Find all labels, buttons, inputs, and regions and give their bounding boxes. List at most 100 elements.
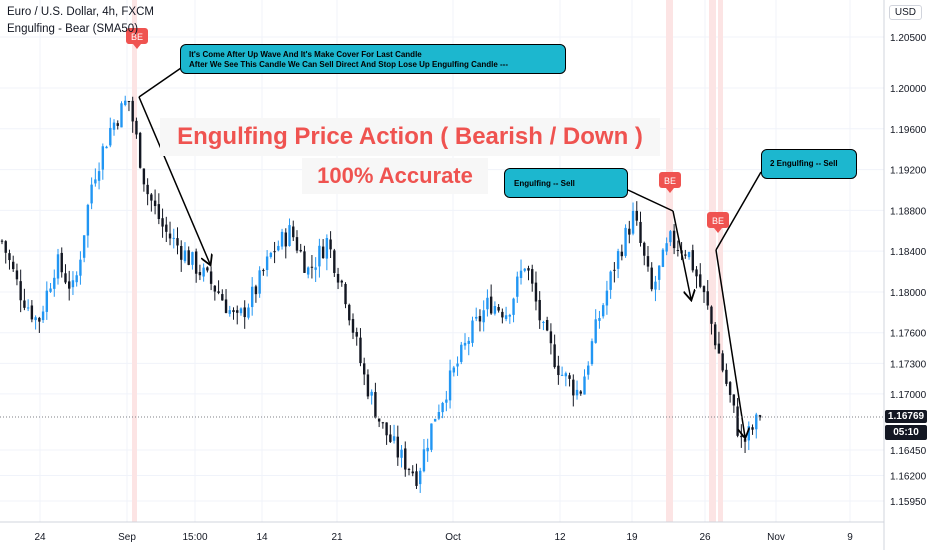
candle-body — [508, 314, 512, 317]
candle-body — [755, 414, 758, 430]
candle-body — [224, 299, 228, 313]
candle-body — [34, 317, 37, 321]
candle-body — [209, 271, 213, 284]
candle-body — [86, 204, 90, 236]
currency-button[interactable]: USD — [888, 5, 922, 20]
candle-body — [437, 412, 441, 419]
candle-body — [531, 269, 534, 284]
headline-annotation: Engulfing Price Action ( Bearish / Down … — [160, 118, 660, 156]
candle-body — [64, 273, 67, 283]
time-tick-label: 14 — [256, 532, 268, 543]
candle-body — [575, 389, 579, 396]
candle-body — [370, 391, 373, 396]
candle-body — [527, 268, 530, 271]
candle-body — [172, 237, 175, 239]
signal-highlight-band — [718, 0, 723, 522]
candle-body — [717, 343, 721, 354]
candle-body — [153, 200, 157, 207]
candle-body — [355, 332, 358, 337]
candle-body — [82, 235, 86, 258]
candle-body — [751, 427, 754, 430]
candle-body — [534, 282, 538, 302]
candle-body — [661, 249, 665, 267]
last-price-tag: 1.16769 — [885, 410, 927, 423]
candle-body — [725, 369, 728, 384]
signal-highlight-band — [709, 0, 716, 522]
time-tick-label: 21 — [331, 532, 343, 543]
signal-highlight-band — [666, 0, 673, 522]
candle-body — [273, 251, 276, 253]
signal-marker-label: BE — [131, 32, 143, 42]
candle-body — [187, 250, 190, 265]
candle-body — [180, 246, 183, 260]
time-tick-label: 24 — [34, 532, 46, 543]
candle-body — [269, 252, 273, 257]
candle-body — [605, 290, 609, 306]
candle-body — [598, 318, 601, 321]
candle-body — [68, 281, 71, 289]
candle-body — [138, 132, 142, 168]
candle-body — [396, 436, 400, 458]
candle-body — [202, 267, 205, 277]
candle-body — [333, 250, 336, 273]
time-tick-label: 26 — [699, 532, 711, 543]
candle-body — [538, 299, 541, 321]
candle-body — [366, 374, 370, 397]
candle-body — [124, 100, 127, 105]
candle-body — [740, 435, 743, 438]
candle-body — [702, 286, 706, 293]
symbol-title: Euro / U.S. Dollar, 4h, FXCM — [7, 6, 154, 18]
callout-explanation-line1: It's Come After Up Wave And It's Make Co… — [189, 50, 422, 59]
candle-body — [56, 254, 60, 279]
price-axis: 1.20500 1.20000 1.19600 1.19200 1.18800 1.184… — [890, 33, 927, 508]
candle-body — [646, 256, 650, 267]
candle-body — [318, 245, 321, 267]
candle-body — [672, 230, 676, 249]
candle-body — [628, 228, 631, 235]
candle-body — [101, 146, 105, 170]
candle-body — [385, 422, 388, 436]
candle-body — [579, 391, 582, 394]
candle-body — [713, 324, 717, 346]
candle-body — [306, 267, 310, 275]
candle-body — [303, 251, 306, 273]
candle-body — [254, 286, 258, 295]
candle-body — [161, 218, 164, 227]
annotation-arrow — [672, 210, 691, 299]
price-tick-label: 1.16200 — [890, 472, 927, 483]
candle-body — [15, 270, 19, 280]
signal-markers: BE BE BE — [126, 28, 729, 233]
chart-grid — [0, 0, 884, 522]
price-tick-label: 1.18400 — [890, 247, 927, 258]
candle-body — [732, 394, 736, 406]
candle-body — [262, 270, 265, 272]
candle-body — [721, 353, 724, 371]
candle-body — [448, 370, 452, 401]
candle-body — [120, 103, 123, 128]
candle-body — [239, 308, 243, 314]
candle-body — [232, 310, 235, 313]
candle-body — [247, 307, 250, 318]
candle-body — [411, 471, 414, 474]
candle-body — [348, 304, 351, 321]
candle-body — [236, 310, 239, 313]
time-tick-label: 12 — [554, 532, 566, 543]
signal-marker-label: BE — [664, 176, 676, 186]
subline-annotation: 100% Accurate — [302, 158, 488, 194]
candle-body — [445, 399, 448, 403]
time-tick-label: 19 — [626, 532, 638, 543]
price-tick-label: 1.20000 — [890, 84, 927, 95]
price-tick-label: 1.19600 — [890, 125, 927, 136]
callout-explanation-line2: After We See This Candle We Can Sell Dir… — [189, 60, 508, 69]
candle-body — [400, 449, 403, 458]
candle-body — [90, 184, 93, 204]
signal-marker-be: BE — [659, 172, 681, 193]
candle-body — [146, 184, 149, 195]
candle-body — [736, 406, 739, 436]
candle-body — [116, 123, 119, 126]
time-tick-label: Oct — [445, 532, 461, 543]
candle-body — [419, 470, 422, 485]
candle-body — [590, 341, 594, 365]
candle-body — [489, 296, 493, 314]
